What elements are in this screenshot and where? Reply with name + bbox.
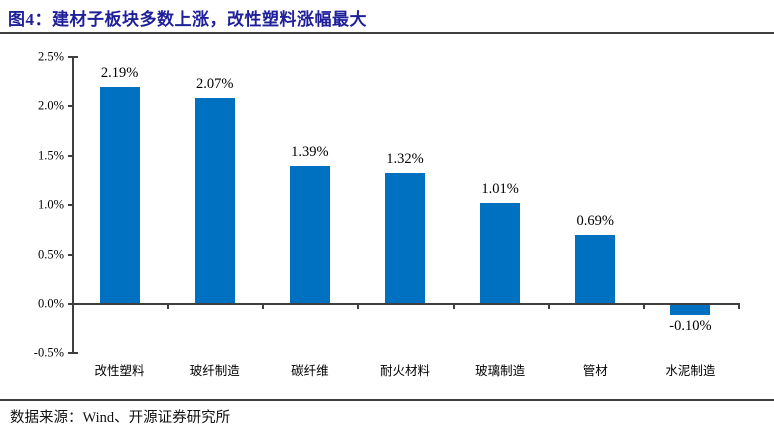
y-tick-label: 0.0%	[37, 296, 64, 311]
category-label: 改性塑料	[94, 364, 145, 378]
y-tick-label: -0.5%	[33, 345, 64, 360]
y-tick-label: 0.5%	[37, 247, 64, 262]
bar	[670, 305, 711, 315]
bar	[194, 98, 235, 303]
x-tick	[452, 305, 455, 309]
y-tick	[68, 303, 72, 305]
data-source-note: 数据来源：Wind、开源证券研究所	[10, 410, 231, 426]
y-tick	[68, 352, 72, 355]
title-divider	[0, 32, 774, 34]
y-tick	[68, 253, 72, 256]
bar-value-label: 2.07%	[195, 76, 234, 93]
bar-value-label: 1.39%	[291, 143, 329, 160]
y-tick	[68, 56, 72, 58]
x-tick	[642, 305, 645, 309]
x-tick	[738, 305, 740, 309]
category-label: 碳纤维	[291, 364, 329, 378]
y-tick	[68, 204, 72, 207]
y-tick-label: 1.0%	[37, 197, 64, 212]
x-tick	[167, 305, 170, 309]
category-label: 管材	[582, 364, 608, 378]
bar	[289, 165, 330, 303]
category-label: 玻纤制造	[189, 364, 240, 378]
bar-value-label: -0.10%	[669, 317, 712, 334]
bar-value-label: 0.69%	[576, 212, 615, 229]
y-axis-line	[72, 56, 74, 355]
y-tick-label: 2.0%	[37, 98, 64, 113]
bar-value-label: 1.32%	[386, 150, 424, 167]
x-tick	[357, 305, 360, 309]
y-tick-label: 2.5%	[37, 49, 64, 64]
y-axis-bottom-cap	[72, 352, 78, 355]
y-axis-top-cap	[72, 56, 78, 58]
bar	[99, 86, 140, 303]
figure-title: 图4：建材子板块多数上涨，改性塑料涨幅最大	[8, 10, 367, 29]
category-label: 水泥制造	[665, 364, 716, 378]
x-axis-line	[72, 303, 740, 305]
source-divider	[0, 399, 774, 401]
bar	[480, 203, 521, 303]
category-label: 玻璃制造	[475, 364, 526, 378]
bar-value-label: 1.01%	[481, 181, 519, 198]
y-tick	[68, 154, 72, 157]
bar	[575, 234, 616, 303]
x-tick	[72, 305, 74, 309]
bar	[385, 172, 425, 303]
y-tick	[68, 105, 72, 108]
x-tick	[262, 305, 265, 309]
x-tick	[547, 305, 550, 309]
bar-value-label: 2.19%	[100, 64, 139, 81]
y-tick-label: 1.5%	[37, 148, 64, 163]
category-label: 耐火材料	[379, 364, 430, 378]
